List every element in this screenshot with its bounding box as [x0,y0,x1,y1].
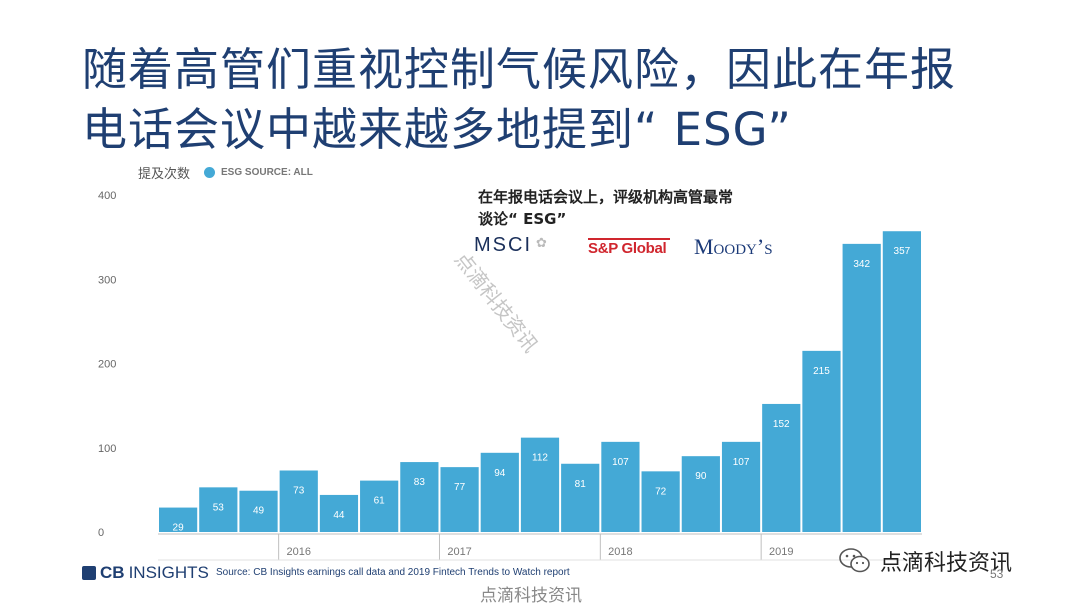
bar-value-label: 49 [253,506,265,517]
watermark-flower-icon: ✿ [536,236,547,251]
y-tick-label: 300 [98,274,116,286]
bar [762,403,801,532]
source-note: Source: CB Insights earnings call data a… [216,567,570,578]
bar [721,441,761,532]
year-label: 2017 [447,546,471,558]
bar-value-label: 357 [894,246,911,257]
callout-line-2: 谈论“ ESG” [478,210,567,228]
bar-value-label: 77 [454,482,466,493]
bar [199,487,238,532]
y-tick-label: 100 [98,443,116,455]
title-line-1: 随着高管们重视控制气候风险，因此在年报 [82,43,957,96]
cb-insights-brand-b: INSIGHTS [128,563,209,582]
legend-swatch-icon [204,166,216,178]
bar-value-label: 81 [575,479,587,490]
y-tick-label: 200 [98,359,116,371]
bar-value-label: 152 [773,419,790,430]
bar [319,494,359,532]
year-label: 2018 [608,546,632,558]
bar [561,463,600,532]
y-tick-label: 0 [98,527,104,539]
bar [239,490,278,532]
title-line-2: 电话会议中越来越多地提到“ ESG” [82,103,792,156]
bar [882,231,921,533]
bar-value-label: 342 [853,259,870,270]
bar-value-label: 90 [695,471,707,482]
bar-value-label: 215 [813,366,830,377]
bar-value-label: 29 [173,523,185,534]
bar [842,243,881,533]
year-label: 2016 [286,546,310,558]
bar [400,462,439,532]
chart-header: 提及次数 ESG SOURCE: ALL [138,162,313,182]
sp-global-logo: S&P Global [588,240,667,257]
bar [520,437,560,532]
cb-insights-brand-a: CB [100,563,125,582]
moodys-logo: Moody’s [694,234,773,259]
bar [440,467,479,532]
cb-insights-logo: CB INSIGHTS [82,563,209,583]
page-number: 53 [990,567,1004,581]
legend: ESG SOURCE: ALL [204,166,313,178]
bar [802,350,841,532]
y-tick-label: 400 [98,190,116,202]
watermark-bottom: 点滴科技资讯 [480,586,582,606]
bar-value-label: 83 [414,477,426,488]
wechat-account-name: 点滴科技资讯 [880,551,1013,576]
cb-insights-icon [82,566,96,580]
legend-label: ESG SOURCE: ALL [221,166,313,178]
wechat-account-badge: 点滴科技资讯 [838,545,1012,577]
bar-value-label: 107 [733,457,750,468]
y-axis-label: 提及次数 [138,166,191,182]
msci-logo: MSCI [474,234,532,256]
wechat-icon [839,548,870,573]
bar [641,471,680,532]
bar-value-label: 53 [213,502,225,513]
bar-value-label: 73 [293,485,305,496]
bar-value-label: 107 [612,457,629,468]
bar-value-label: 44 [333,510,345,521]
bar-value-label: 61 [374,496,386,507]
bar [480,452,519,532]
bar [279,470,318,532]
bar-value-label: 72 [655,486,667,497]
year-label: 2019 [769,546,793,558]
callout-line-1: 在年报电话会议上，评级机构高管最常 [478,188,734,206]
bar [159,507,198,532]
bar [360,480,399,532]
callout-text: 在年报电话会议上，评级机构高管最常 谈论“ ESG” [478,186,808,230]
bar [601,441,640,532]
slide-title: 随着高管们重视控制气候风险，因此在年报 电话会议中越来越多地提到“ ESG” [82,40,1062,160]
sp-logo-bar [588,238,670,240]
bar-value-label: 94 [494,468,506,479]
bar [681,456,720,532]
bar-value-label: 112 [532,453,548,464]
